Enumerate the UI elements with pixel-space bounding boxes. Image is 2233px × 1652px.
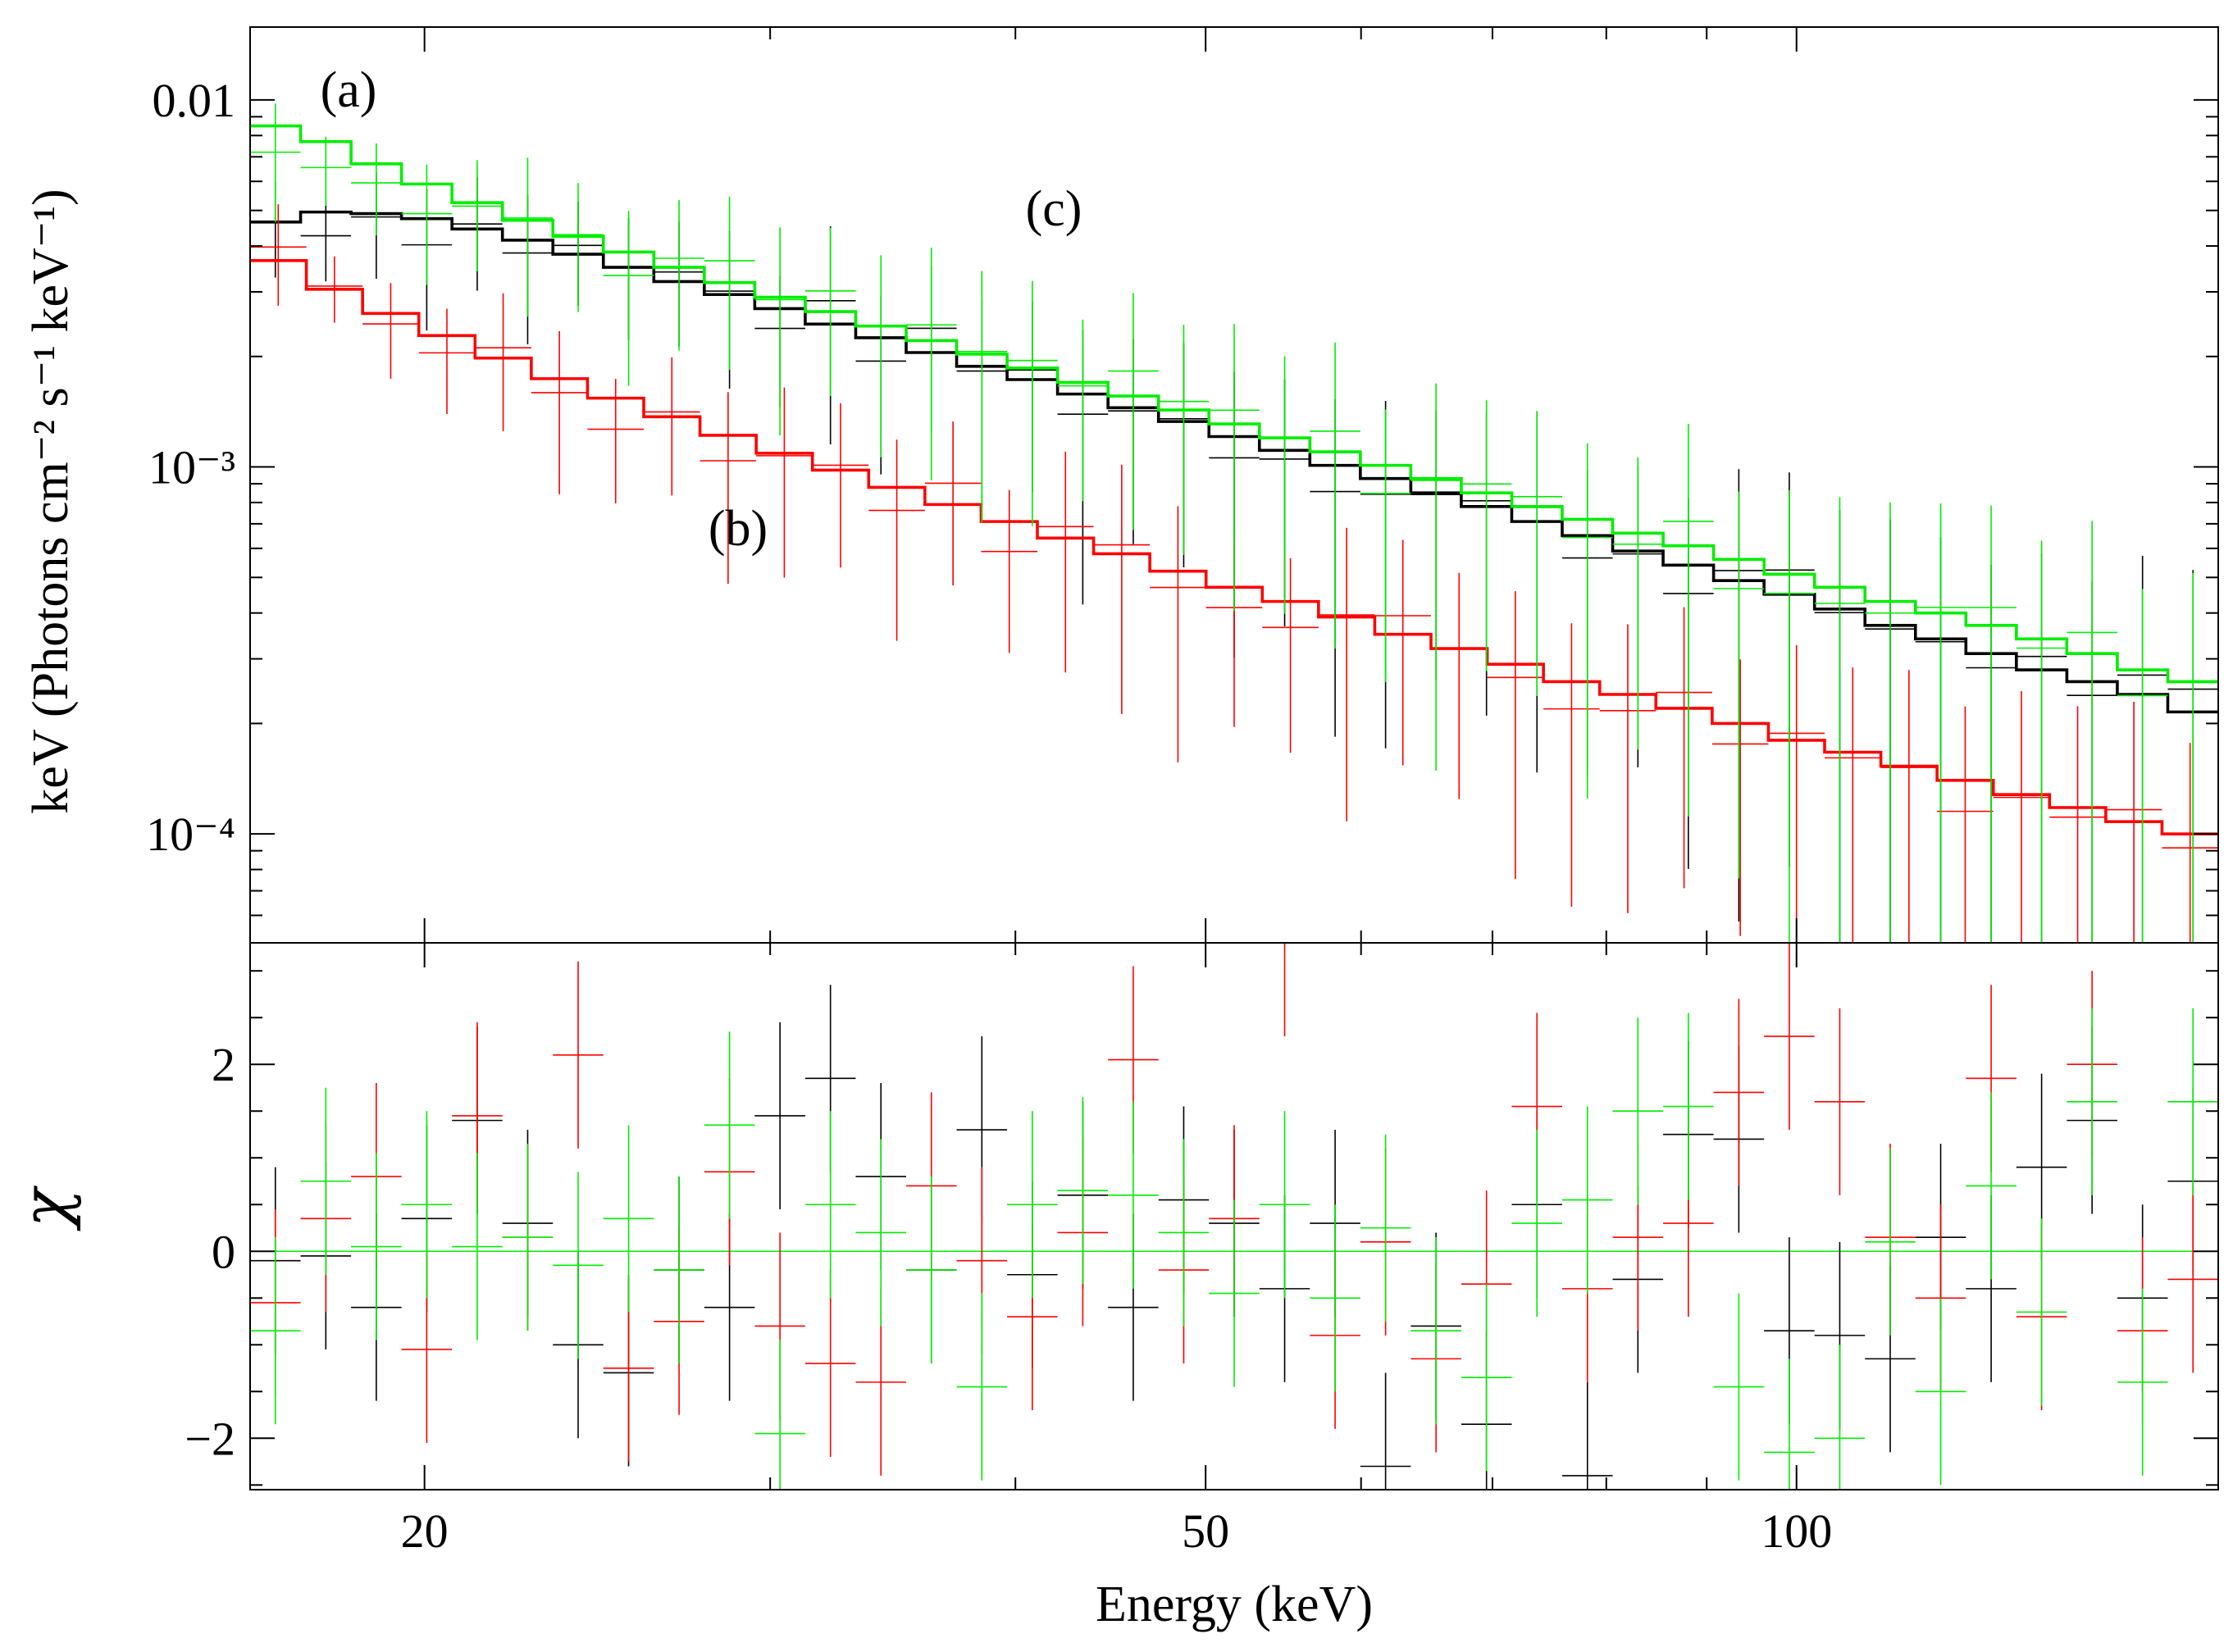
y-axis-title: keV (Photons cm⁻² s⁻¹ keV⁻¹) <box>23 189 79 813</box>
annotation-a: (a) <box>321 62 377 118</box>
x-tick-label: 50 <box>1182 1504 1229 1558</box>
res-tick-label: 2 <box>212 1038 235 1091</box>
panel-frames <box>249 26 2219 1490</box>
chi-axis-title: χ <box>9 1185 83 1231</box>
y-tick-label: 10⁻³ <box>148 441 235 494</box>
residual-points-2 <box>250 1008 2218 1490</box>
model-line-2 <box>250 124 2218 684</box>
res-tick-label: −2 <box>185 1412 235 1465</box>
x-tick-label: 100 <box>1761 1504 1832 1558</box>
res-tick-label: 0 <box>212 1225 235 1278</box>
annotation-c: (c) <box>1026 181 1082 237</box>
spectrum-panel <box>250 103 2218 943</box>
residuals-panel <box>250 943 2218 1490</box>
y-tick-label: 10⁻⁴ <box>146 808 235 861</box>
annotation-b: (b) <box>709 501 768 557</box>
x-axis-title: Energy (keV) <box>1096 1577 1373 1632</box>
x-tick-label: 20 <box>401 1504 449 1558</box>
bottom-frame <box>249 942 2219 1490</box>
y-tick-label: 0.01 <box>153 74 236 127</box>
data-points-2 <box>250 103 2218 943</box>
